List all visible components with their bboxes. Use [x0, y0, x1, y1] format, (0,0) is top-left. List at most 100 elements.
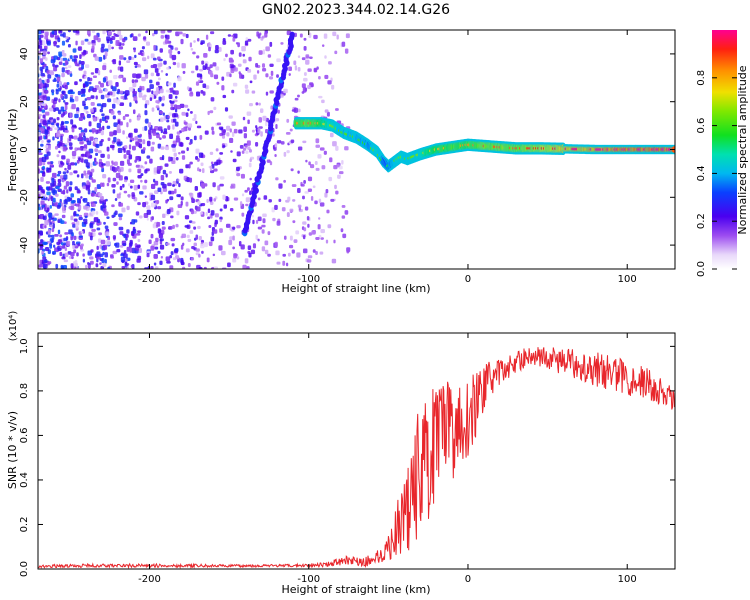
speckle-mark [331, 84, 335, 90]
speckle-mark [91, 30, 96, 34]
speckle-mark [91, 128, 96, 133]
speckle-mark [64, 232, 69, 235]
speckle-mark [150, 194, 156, 201]
speckle-mark [161, 226, 166, 230]
speckle-mark [202, 83, 207, 89]
speckle-mark [340, 228, 344, 233]
speckle-mark [189, 230, 194, 234]
speckle-mark [144, 195, 147, 199]
speckle-mark [60, 191, 65, 194]
speckle-mark [59, 85, 62, 91]
speckle-mark [41, 139, 44, 144]
speckle-mark [57, 188, 62, 192]
speckle-mark [246, 140, 251, 146]
speckle-mark [324, 192, 328, 198]
speckle-mark [107, 80, 113, 86]
speckle-mark [199, 134, 203, 140]
speckle-mark [119, 245, 124, 248]
speckle-mark [46, 69, 50, 75]
speckle-mark [288, 73, 291, 76]
speckle-mark [129, 179, 135, 184]
speckle-mark [109, 40, 113, 44]
speckle-mark [71, 151, 77, 157]
speckle-mark [46, 167, 49, 172]
speckle-mark [72, 48, 77, 53]
speckle-mark [228, 239, 233, 246]
speckle-mark [274, 118, 280, 122]
speckle-mark [231, 59, 234, 63]
speckle-mark [113, 98, 118, 103]
speckle-mark [319, 147, 325, 151]
speckle-mark [148, 129, 152, 135]
speckle-mark [131, 145, 136, 151]
speckle-mark [45, 186, 49, 191]
speckle-mark [114, 198, 118, 202]
speckle-mark [257, 128, 261, 134]
speckle-mark [293, 107, 299, 113]
speckle-mark [95, 152, 99, 157]
speckle-mark [335, 190, 339, 195]
speckle-mark [129, 247, 133, 253]
speckle-mark [102, 244, 108, 250]
speckle-mark [198, 236, 202, 241]
speckle-mark [263, 195, 268, 200]
speckle-mark [60, 264, 64, 269]
speckle-mark [151, 216, 154, 221]
speckle-mark [286, 150, 290, 154]
speckle-mark [118, 75, 122, 79]
speckle-mark [261, 63, 266, 68]
speckle-mark [149, 158, 153, 164]
speckle-mark [337, 174, 341, 179]
speckle-mark [100, 130, 104, 136]
speckle-mark [58, 160, 61, 165]
speckle-mark [87, 170, 91, 175]
speckle-mark [110, 132, 113, 137]
speckle-mark [137, 255, 142, 261]
speckle-mark [107, 137, 111, 142]
speckle-mark [90, 192, 96, 197]
speckle-mark [94, 56, 99, 61]
speckle-mark [92, 232, 96, 237]
speckle-mark [86, 140, 92, 146]
speckle-mark [133, 61, 138, 66]
speckle-mark [265, 46, 270, 52]
speckle-mark [318, 95, 323, 99]
speckle-mark [111, 46, 114, 50]
speckle-mark [233, 197, 239, 201]
speckle-mark [230, 150, 233, 153]
speckle-mark [150, 202, 156, 208]
speckle-mark [190, 257, 195, 261]
speckle-mark [225, 53, 228, 58]
speckle-mark [245, 197, 251, 203]
speckle-mark [64, 60, 68, 66]
speckle-mark [173, 152, 177, 157]
speckle-mark [153, 30, 158, 35]
y-tick-label: 40 [19, 48, 30, 61]
speckle-mark [185, 248, 190, 253]
speckle-mark [64, 94, 68, 99]
speckle-mark [68, 229, 73, 235]
speckle-mark [92, 203, 96, 207]
speckle-mark [320, 228, 325, 234]
speckle-mark [229, 227, 233, 231]
speckle-mark [195, 156, 199, 160]
speckle-mark [226, 132, 230, 137]
speckle-mark [319, 251, 324, 255]
speckle-mark [162, 135, 166, 139]
speckle-mark [326, 209, 330, 214]
speckle-mark [45, 247, 50, 252]
speckle-mark [346, 249, 350, 254]
speckle-mark [112, 86, 117, 92]
speckle-mark [172, 147, 176, 153]
speckle-mark [47, 161, 52, 165]
speckle-mark [294, 65, 298, 71]
speckle-mark [82, 185, 86, 189]
speckle-mark [49, 204, 52, 209]
speckle-mark [150, 72, 155, 77]
speckle-mark [110, 256, 115, 259]
speckle-mark [122, 115, 126, 121]
speckle-mark [85, 151, 91, 157]
speckle-mark [125, 234, 129, 238]
speckle-mark [78, 217, 83, 221]
speckle-mark [50, 59, 56, 64]
